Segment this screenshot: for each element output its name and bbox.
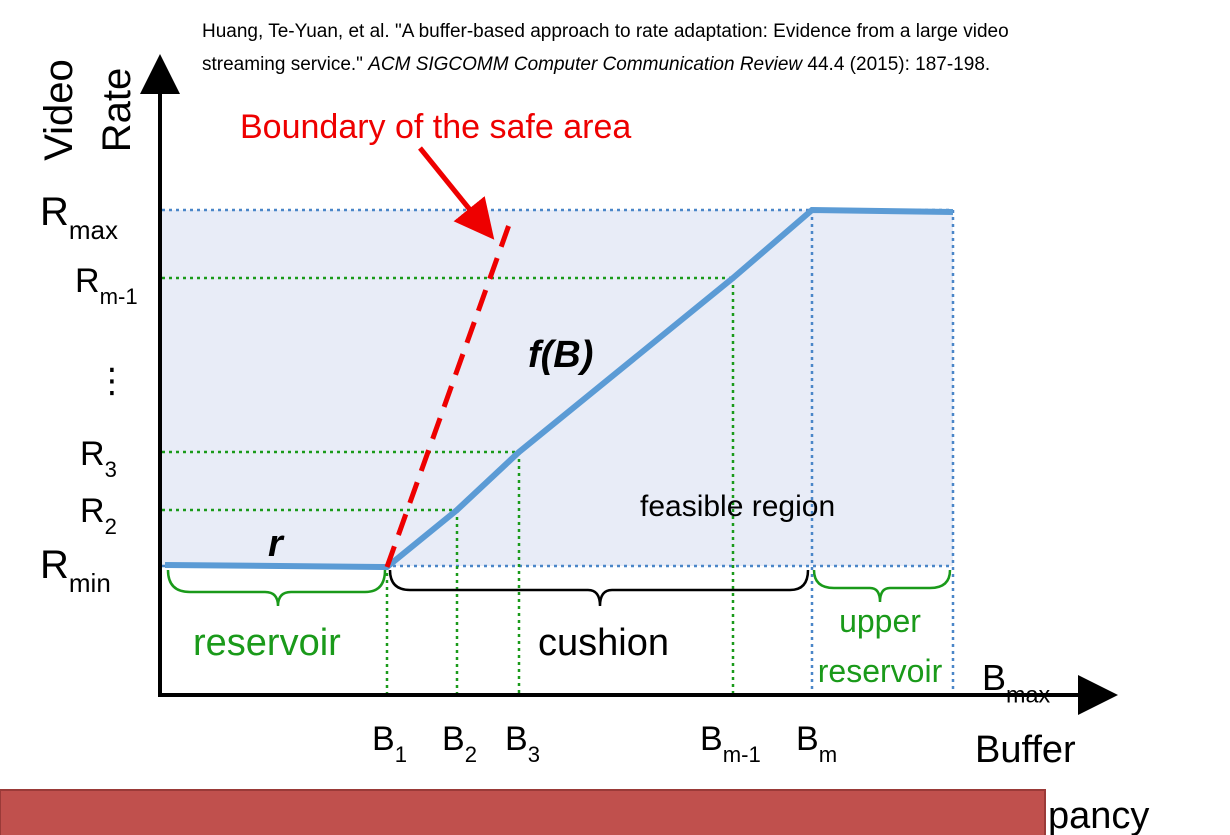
braces [166,569,952,607]
y-label-base: R [80,435,105,473]
reservoir-label: reservoir [193,622,341,664]
x-label-base: B [505,720,528,758]
y-label: Rmax [40,190,118,245]
citation: Huang, Te-Yuan, et al. "A buffer-based a… [202,21,1009,42]
y-label: Rm-1 [75,262,138,309]
occupancy-fragment: pancy [1048,795,1149,835]
bmax-label-base: B [982,657,1006,698]
y-label-base: R [75,262,100,300]
y-label-sub: 2 [105,514,117,539]
y-label-base: R [40,543,69,587]
bmax-label: Bmax [982,657,1051,708]
citation: streaming service." ACM SIGCOMM Computer… [202,54,990,75]
x-label-base: B [442,720,465,758]
x-label: B1 [372,720,407,767]
y-label-sub: 3 [105,457,117,482]
upper-reservoir-label: reservoir [818,653,943,689]
y-label-base: R [40,190,69,234]
x-label: Bm [796,720,837,767]
x-label: Bm-1 [700,720,761,767]
y-label-sub: min [69,568,111,598]
x-label-sub: 1 [395,742,407,767]
y-label: Rmin [40,543,111,598]
feasible-label: feasible region [640,490,835,523]
boundary-label: Boundary of the safe area [240,108,631,146]
upper-reservoir-label: upper [839,603,921,639]
safe-boundary [384,221,513,568]
f-label: f(B) [528,334,593,376]
overlay-banner [0,789,1046,835]
citation-journal: ACM SIGCOMM Computer Communication Revie… [367,54,803,75]
y-label-sub: m-1 [100,284,138,309]
y-label: R2 [80,492,117,539]
y-label-base: ⋮ [95,362,129,400]
bmax-label-sub: max [1006,682,1050,708]
boundary-arrow [418,146,495,240]
x-label-sub: m [819,742,837,767]
y-axis-label-line: Video [37,59,81,161]
y-label-sub: max [69,215,118,245]
y-axis-label: Video Rate [37,59,139,161]
x-label: B2 [442,720,477,767]
x-label-sub: 2 [465,742,477,767]
feasible-area [162,210,953,566]
y-label-base: R [80,492,105,530]
green-guides [162,276,735,695]
cushion-label: cushion [538,622,669,664]
x-label-base: B [796,720,819,758]
citation-text: 44.4 (2015): 187-198. [802,54,990,75]
r-label: r [268,523,285,565]
citation-text: streaming service." [202,54,368,75]
x-label-sub: 3 [528,742,540,767]
x-axis-label: Buffer [975,729,1076,771]
x-label: B3 [505,720,540,767]
y-label: R3 [80,435,117,482]
x-label-base: B [700,720,723,758]
x-label-sub: m-1 [723,742,761,767]
y-label: ⋮ [95,362,129,400]
y-axis-label-line: Rate [95,68,139,153]
x-label-base: B [372,720,395,758]
